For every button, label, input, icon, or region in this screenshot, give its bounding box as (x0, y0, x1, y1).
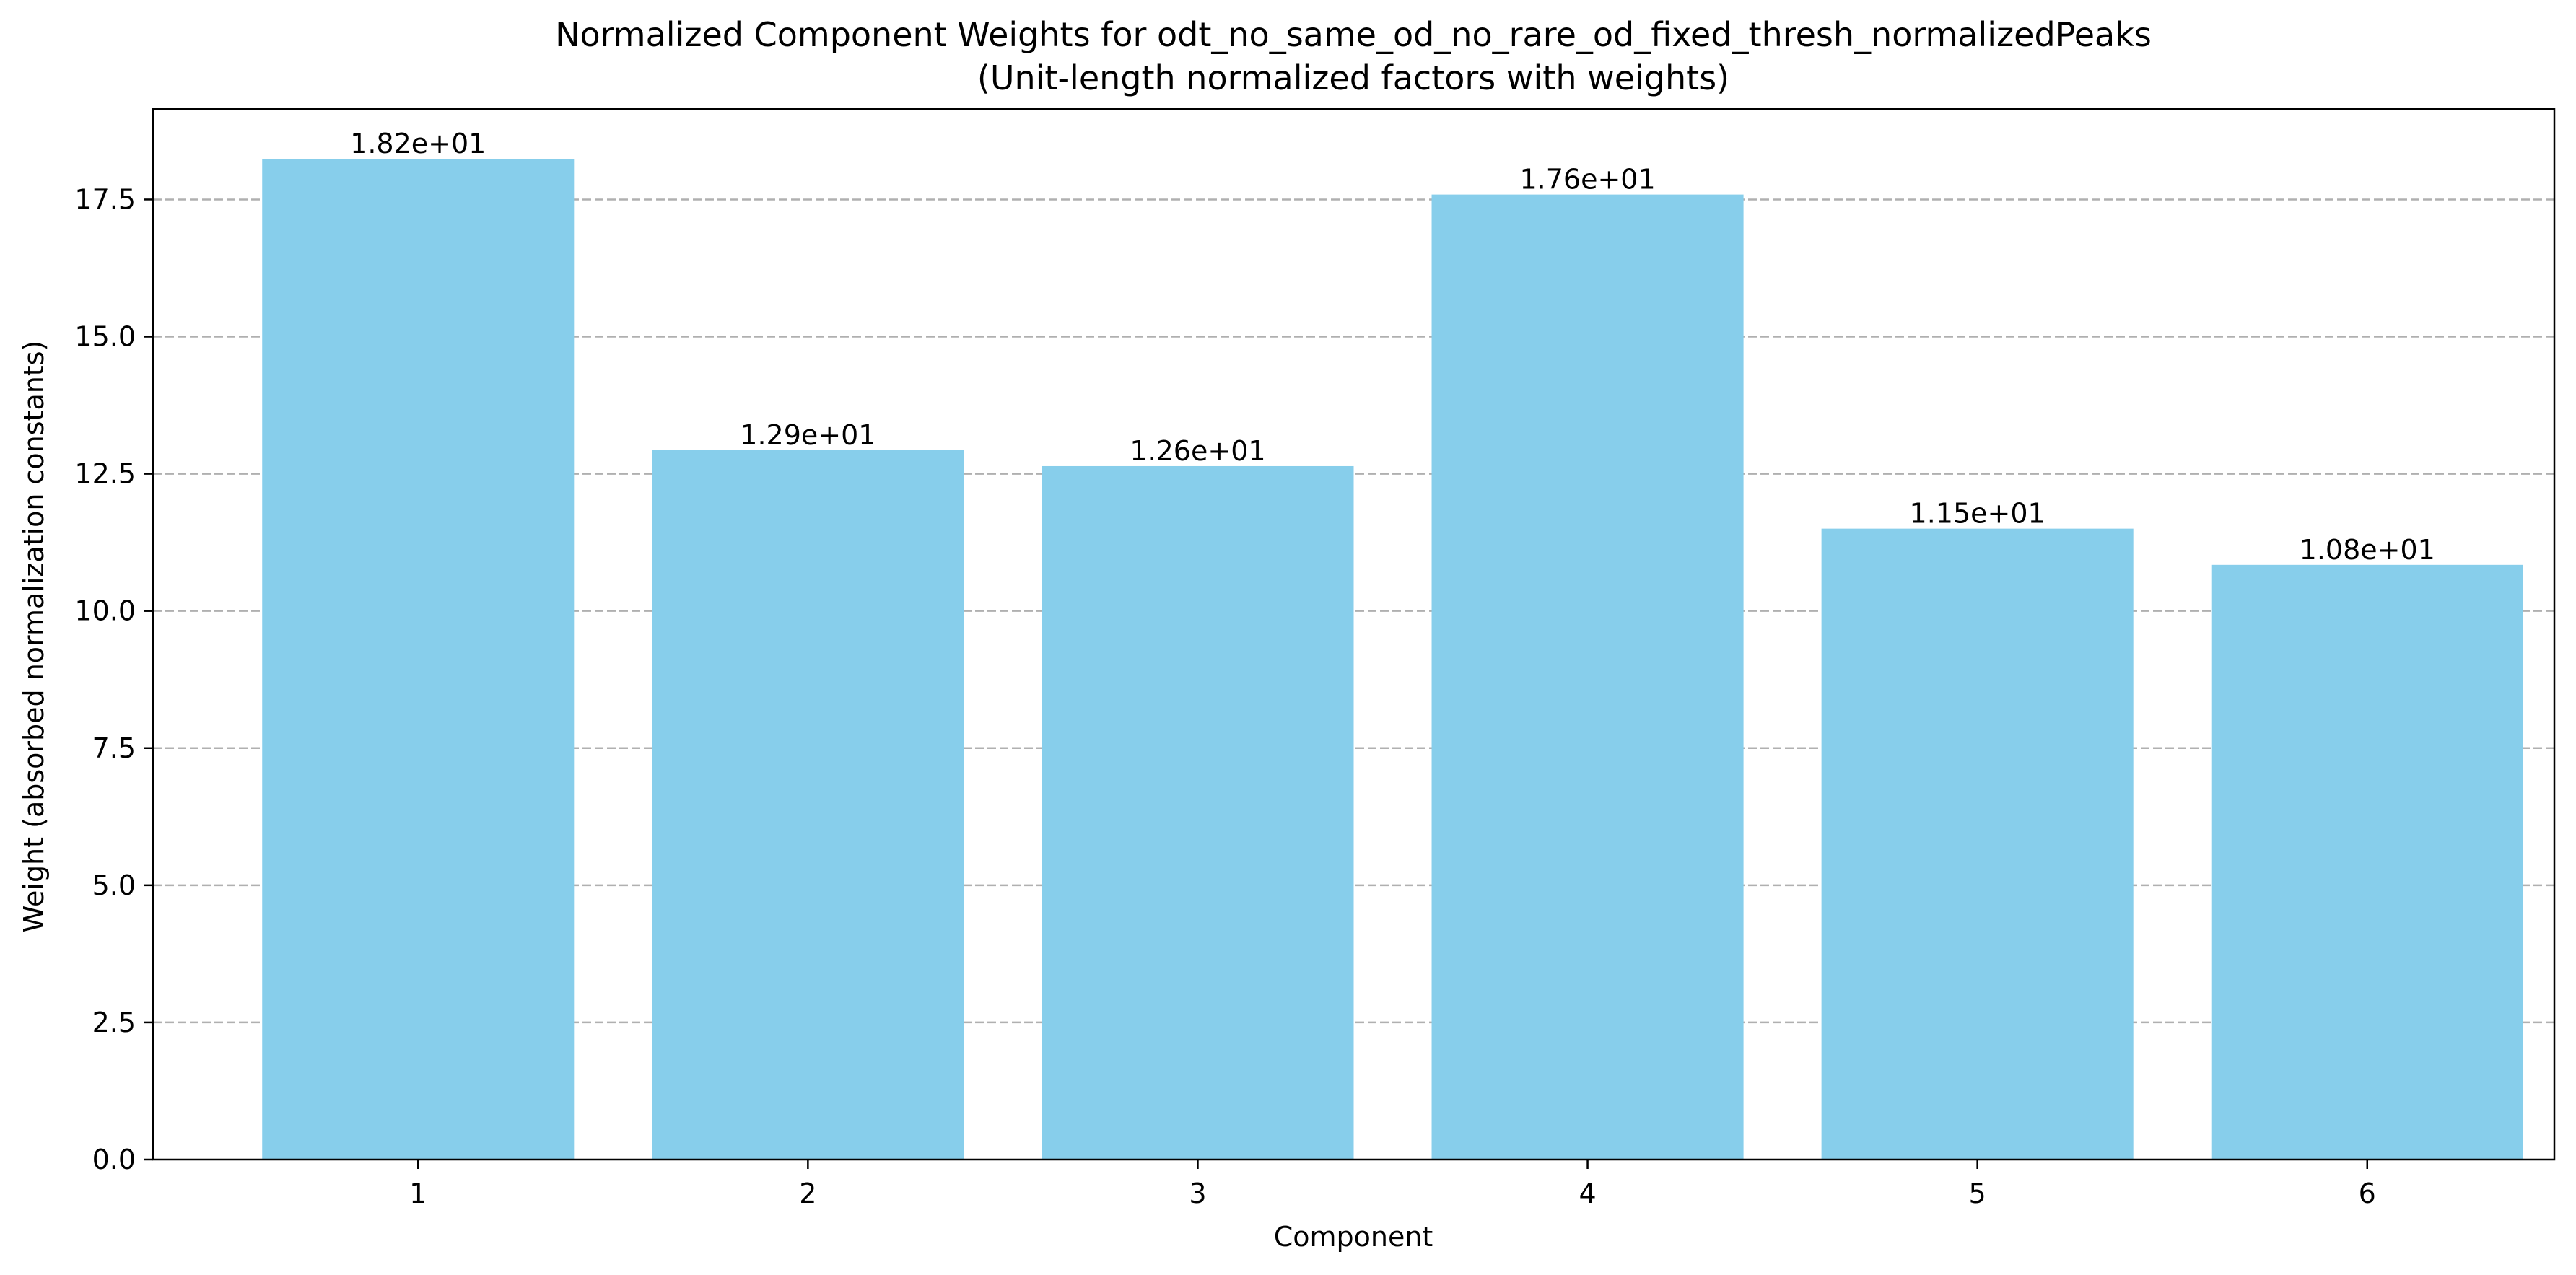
y-tick-label: 10.0 (74, 595, 136, 627)
bar-value-label: 1.29e+01 (740, 419, 876, 451)
bar (1042, 465, 1354, 1160)
x-tick-label: 1 (409, 1178, 427, 1209)
y-tick-label: 7.5 (92, 732, 136, 764)
y-tick-label: 5.0 (92, 869, 136, 901)
y-tick-label: 17.5 (74, 183, 136, 215)
bar (262, 159, 575, 1160)
bar-value-label: 1.15e+01 (1910, 498, 2045, 530)
x-tick-label: 4 (1579, 1178, 1596, 1209)
axes: 0.0 2.5 5.0 7.5 10.0 12.5 15.0 17.5 1 2 3 4 5 6 (74, 108, 2556, 1209)
bar (652, 450, 964, 1160)
bar-value-label: 1.82e+01 (350, 128, 486, 159)
x-tick-label: 5 (1969, 1178, 1986, 1209)
x-tick-label: 2 (799, 1178, 816, 1209)
y-tick-label: 2.5 (92, 1007, 136, 1038)
bar-value-labels: 1.82e+01 1.29e+01 1.26e+01 1.76e+01 1.15e+01… (350, 128, 2435, 566)
bar-value-label: 1.26e+01 (1130, 435, 1265, 467)
bar-value-label: 1.08e+01 (2300, 534, 2435, 566)
y-tick-label: 0.0 (92, 1144, 136, 1175)
x-tick-label: 3 (1189, 1178, 1206, 1209)
plot-frame (152, 108, 2556, 1161)
bar-value-label: 1.76e+01 (1519, 164, 1655, 196)
y-axis-label: Weight (absorbed normalization constants… (18, 341, 50, 933)
x-axis-label: Component (1274, 1221, 1433, 1253)
x-tick-label: 6 (2359, 1178, 2376, 1209)
bar (1431, 194, 1744, 1160)
chart-subtitle: (Unit-length normalized factors with wei… (977, 58, 1729, 97)
bar (1821, 528, 2134, 1160)
bar (2211, 564, 2523, 1160)
bars (262, 159, 2523, 1160)
y-tick-label: 12.5 (74, 458, 136, 490)
chart-title: Normalized Component Weights for odt_no_… (555, 15, 2152, 54)
y-tick-label: 15.0 (74, 321, 136, 353)
